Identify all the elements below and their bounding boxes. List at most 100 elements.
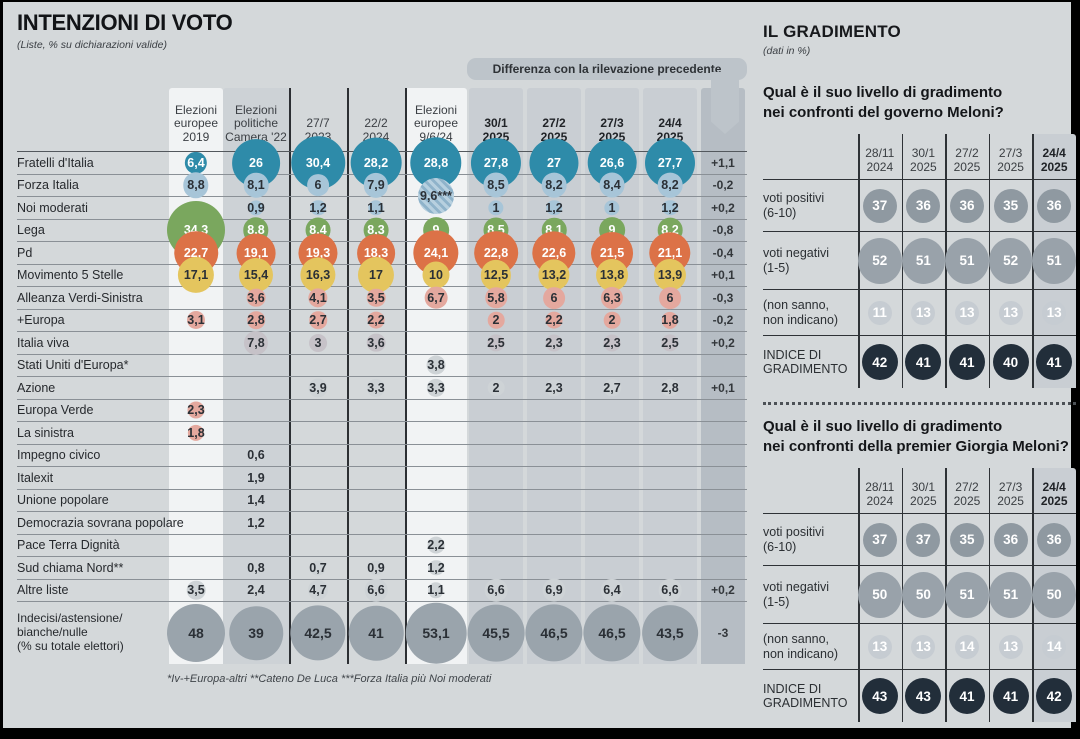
column-divider-line (347, 88, 349, 664)
vote-value-cell (525, 422, 583, 444)
vote-value-cell (169, 467, 223, 489)
vote-value-cell: 2,8 (223, 310, 289, 332)
vote-bubble (308, 288, 328, 308)
vote-value: 3,6 (247, 290, 265, 305)
vote-value-cell (405, 490, 467, 512)
vote-value-cell: 16,3 (289, 257, 347, 293)
approval-cell: 13 (902, 300, 946, 325)
party-label: Impegno civico (17, 448, 169, 462)
approval-cell: 42 (858, 344, 902, 380)
vote-bubble (366, 378, 386, 397)
vote-value: 28,2 (363, 155, 389, 170)
vote-bubble (187, 401, 205, 419)
approval-cell: 41 (1032, 344, 1076, 380)
vote-value: 1 (608, 200, 616, 215)
gradimento-table-premier: 28/11 2024 30/1 2025 27/2 2025 27/3 2025 24/… (763, 468, 1076, 722)
approval-cell: 50 (858, 571, 902, 618)
vote-value: 4,1 (309, 290, 327, 305)
party-label: +Europa (17, 313, 169, 327)
vote-value-cell (223, 355, 289, 377)
vote-value: 27,7 (657, 155, 683, 170)
approval-row-label: INDICE DI GRADIMENTO (763, 681, 848, 710)
approval-cell: 51 (1032, 237, 1076, 284)
vote-value: 43,5 (656, 625, 684, 641)
party-label: Europa Verde (17, 403, 169, 417)
vote-value-cell (583, 490, 641, 512)
party-label-line: Forza Italia (17, 178, 79, 193)
approval-row-label: voti negativi (1-5) (763, 580, 830, 609)
vote-row: Altre liste 3,5 2,4 4,7 6,6 1,1 6,6 6,9 6,4 6,6 +0… (17, 578, 747, 602)
vote-value-cell: 3,8 (405, 355, 467, 377)
vote-bubble (487, 379, 505, 397)
approval-row: voti positivi (6-10) 37 36 36 35 36 (763, 180, 1076, 232)
vote-bubble (366, 333, 386, 353)
approval-cell: 36 (1032, 522, 1076, 557)
vote-value-cell: 48 (167, 602, 225, 664)
approval-cell: 14 (945, 634, 989, 659)
vote-value: 2,3 (545, 380, 563, 395)
vote-value-cell (289, 355, 347, 377)
approval-bubble: 40 (992, 344, 1029, 380)
vote-value-cell (641, 467, 699, 489)
vote-value-cell: 2,3 (583, 332, 641, 354)
vote-value-cell (289, 422, 347, 444)
vote-bubble (426, 355, 446, 375)
party-label: Azione (17, 381, 169, 395)
vote-value-cell: 3,5 (169, 580, 223, 602)
party-label-line: Democrazia sovrana popolare (17, 515, 184, 530)
vote-value-cell: 1,1 (405, 580, 467, 602)
approval-bubble: 51 (901, 237, 946, 284)
vote-value-cell: 2,3 (525, 377, 583, 399)
party-label-line: Pace Terra Dignità (17, 538, 120, 553)
vote-value: 1,2 (545, 200, 563, 215)
diff-value: +0,1 (711, 268, 735, 283)
approval-cell: 41 (902, 344, 946, 380)
vote-value-cell (405, 197, 467, 219)
vote-value-cell: 17,1 (169, 257, 223, 294)
vote-value: 19,3 (305, 245, 331, 260)
approval-cell: 51 (988, 571, 1033, 618)
vote-row: Italexit 1,9 (17, 467, 747, 490)
vote-bubble (184, 151, 208, 174)
party-label: Altre liste (17, 583, 169, 597)
vote-value-cell (169, 512, 223, 534)
vote-bubble (653, 259, 687, 292)
approval-cell: 36 (945, 188, 989, 223)
vote-value-cell (223, 400, 289, 422)
approval-bubble: 36 (949, 188, 984, 223)
diff-value: -0,3 (712, 290, 734, 305)
vote-value: 1,2 (661, 200, 679, 215)
vote-bubble (603, 334, 621, 352)
party-label-line: (% su totale elettori) (17, 638, 124, 653)
vote-value-cell: 2,5 (641, 332, 699, 354)
approval-bubble: 52 (988, 237, 1033, 284)
vote-value: 3,6 (367, 335, 385, 350)
vote-row: Pace Terra Dignità 2,2 (17, 535, 747, 557)
vote-value: 3,8 (427, 358, 445, 373)
diff-value: +0,2 (711, 335, 735, 350)
vote-value: 0,9 (247, 200, 265, 215)
vote-value-cell: 9,6*** (405, 175, 467, 215)
vote-value-cell: 1,2 (405, 557, 467, 579)
vote-bubble (308, 378, 328, 398)
vote-value: 21,1 (657, 245, 683, 260)
vote-value-cell: 0,9 (347, 557, 405, 579)
vote-value-cell: 2,3 (525, 332, 583, 354)
vote-value: 2,2 (367, 313, 385, 328)
approval-cell: 35 (945, 522, 989, 557)
vote-bubble (246, 288, 266, 308)
vote-row: Fratelli d'Italia 6,4 26 30,4 28,2 28,8 27,8 27… (17, 135, 747, 190)
vote-value-cell (347, 467, 405, 489)
vote-value-cell: 17 (347, 257, 405, 294)
vote-bubble (248, 200, 264, 216)
vote-bubble (542, 578, 566, 602)
gradimento-table-governo: 28/11 2024 30/1 2025 27/2 2025 27/3 2025 24/… (763, 134, 1076, 388)
vote-bubble (247, 581, 265, 599)
vote-value-cell (405, 467, 467, 489)
vote-bubble (487, 334, 505, 352)
vote-value-cell (169, 535, 223, 557)
vote-value-cell: 3 (289, 332, 347, 354)
approval-row-label: (non sanno, non indicano) (763, 632, 839, 661)
vote-value: 2,7 (603, 380, 621, 395)
vote-value-cell: 3,3 (347, 377, 405, 399)
